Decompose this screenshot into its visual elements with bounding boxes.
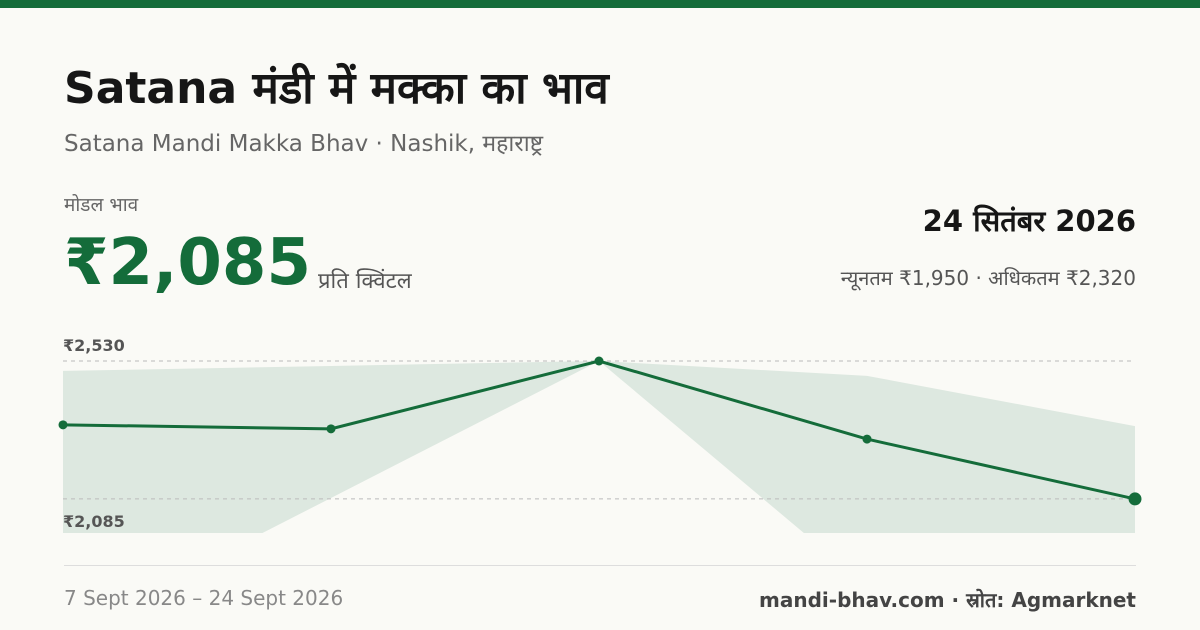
footer-range: 7 Sept 2026 – 24 Sept 2026	[64, 586, 344, 610]
subtitle: Satana Mandi Makka Bhav · Nashik, महाराष…	[64, 131, 544, 157]
y-tick-label: ₹2,085	[63, 512, 125, 531]
top-bar	[0, 0, 1200, 8]
price-unit: प्रति क्विंटल	[318, 269, 412, 294]
price: ₹2,085	[64, 226, 311, 300]
point	[594, 356, 604, 366]
range-band	[63, 360, 1135, 533]
price-label: मोडल भाव	[64, 194, 139, 216]
point	[58, 420, 68, 430]
date: 24 सितंबर 2026	[922, 204, 1136, 238]
title: Satana मंडी में मक्का का भाव	[64, 63, 609, 114]
point	[326, 424, 336, 434]
footer-rule	[64, 565, 1136, 566]
range: न्यूनतम ₹1,950 · अधिकतम ₹2,320	[840, 266, 1136, 290]
point	[1128, 492, 1142, 506]
footer-source: mandi-bhav.com · स्रोत: Agmarknet	[759, 588, 1136, 612]
y-tick-label: ₹2,530	[63, 336, 125, 355]
point	[862, 434, 872, 444]
